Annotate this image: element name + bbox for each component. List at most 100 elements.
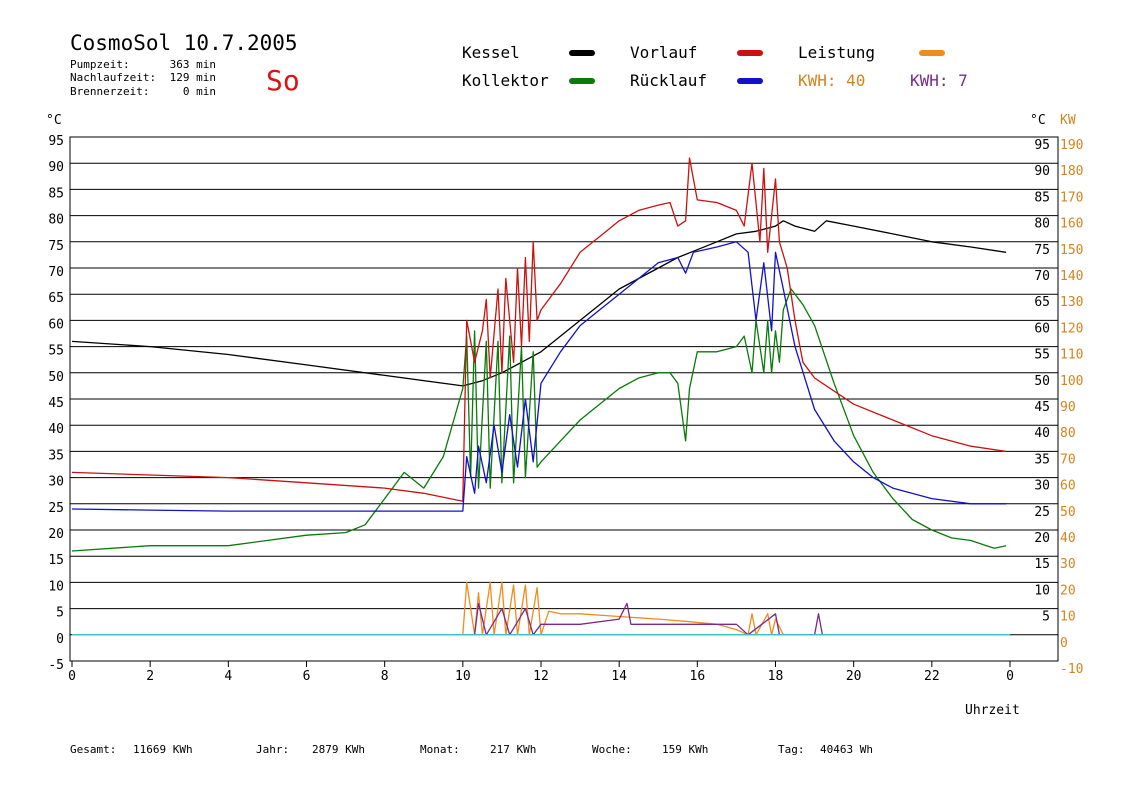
y-tick-label-left: 60 [48,317,64,332]
footer-gesamt-value: 11669 KWh [133,743,193,756]
y-tick-label-kw: 0 [1060,636,1068,651]
y-tick-label-left: 15 [48,553,64,568]
y-tick-label-right-c: 70 [1034,269,1050,284]
x-tick-label: 20 [846,669,862,684]
axis-ticks: 95908580757065605550454035302520151050-5… [48,134,1083,684]
y-tick-label-kw: 50 [1060,505,1076,520]
y-tick-label-kw: 160 [1060,217,1083,232]
x-axis-label: Uhrzeit [965,703,1020,718]
y-tick-label-kw: 70 [1060,452,1076,467]
y-tick-label-right-c: 65 [1034,295,1050,310]
stat-value-pumpzeit: 363 min [170,58,216,71]
x-tick-label: 6 [303,669,311,684]
y-tick-label-left: 80 [48,213,64,228]
series-line-leistung [462,581,784,636]
footer-monat-value: 217 KWh [490,743,536,756]
legend-label-leistung: Leistung [798,43,875,62]
y-tick-label-right-c: 40 [1034,426,1050,441]
y-tick-label-right-c: 75 [1034,243,1050,258]
y-axis-label-right-kw: KW [1060,113,1076,128]
x-tick-label: 14 [611,669,627,684]
legend-label-kessel: Kessel [462,43,520,62]
stat-value-brennerzeit: 0 min [183,85,216,98]
y-tick-label-right-c: 45 [1034,400,1050,415]
y-tick-label-kw: 90 [1060,400,1076,415]
y-tick-label-right-c: 80 [1034,217,1050,232]
legend: Kessel Kollektor Vorlauf Rücklauf Leistu… [462,43,968,90]
footer-woche-value: 159 KWh [662,743,708,756]
y-tick-label-kw: 80 [1060,426,1076,441]
footer-tag-value: 40463 Wh [820,743,873,756]
series-line-vorlauf [71,157,1007,502]
y-tick-label-left: 90 [48,160,64,175]
y-axis-label-left: °C [46,113,62,128]
y-tick-label-right-c: 25 [1034,505,1050,520]
y-tick-label-left: 10 [48,579,64,594]
series-layer [71,157,1010,636]
y-tick-label-left: 25 [48,501,64,516]
x-tick-label: 0 [1006,669,1014,684]
y-tick-label-right-c: 90 [1034,164,1050,179]
y-tick-label-right-c: 55 [1034,348,1050,363]
y-tick-label-left: 0 [56,632,64,647]
y-tick-label-left: 30 [48,475,64,490]
x-tick-label: 22 [924,669,940,684]
y-tick-label-right-c: 15 [1034,557,1050,572]
y-tick-label-kw: 170 [1060,190,1083,205]
legend-label-kollektor: Kollektor [462,71,549,90]
footer-gesamt-label: Gesamt: [70,743,116,756]
x-tick-label: 10 [455,669,471,684]
y-tick-label-kw: 40 [1060,531,1076,546]
y-tick-label-kw: 150 [1060,243,1083,258]
stat-value-nachlaufzeit: 129 min [170,71,216,84]
y-tick-label-left: 45 [48,396,64,411]
y-tick-label-right-c: 35 [1034,452,1050,467]
legend-label-vorlauf: Vorlauf [630,43,697,62]
y-tick-label-left: 50 [48,370,64,385]
y-tick-label-left: -5 [48,658,64,673]
stat-label-nachlaufzeit: Nachlaufzeit: [70,71,156,84]
x-tick-label: 0 [68,669,76,684]
stat-label-pumpzeit: Pumpzeit: [70,58,130,71]
series-line-ruecklauf [71,241,1007,512]
y-axis-label-right-c: °C [1030,113,1046,128]
y-tick-label-left: 35 [48,448,64,463]
y-tick-label-left: 5 [56,606,64,621]
y-tick-label-kw: 110 [1060,348,1083,363]
y-tick-label-left: 65 [48,291,64,306]
y-tick-label-right-c: 5 [1042,610,1050,625]
y-tick-label-left: 40 [48,422,64,437]
y-tick-label-kw: 30 [1060,557,1076,572]
grid [70,136,1058,636]
stat-label-brennerzeit: Brennerzeit: [70,85,149,98]
y-tick-label-kw: 20 [1060,583,1076,598]
footer-totals: Gesamt: 11669 KWh Jahr: 2879 KWh Monat: … [70,743,873,756]
y-tick-label-left: 75 [48,239,64,254]
y-tick-label-left: 85 [48,186,64,201]
y-tick-label-kw: 130 [1060,295,1083,310]
x-tick-label: 4 [224,669,232,684]
series-line-kessel [71,220,1007,387]
legend-label-kwh1: KWH: 40 [798,71,865,90]
x-tick-label: 18 [768,669,784,684]
x-tick-label: 12 [533,669,549,684]
y-tick-label-right-c: 60 [1034,321,1050,336]
footer-tag-label: Tag: [778,743,805,756]
y-tick-label-right-c: 10 [1034,583,1050,598]
legend-label-kwh2: KWH: 7 [910,71,968,90]
day-label: So [266,64,300,97]
footer-monat-label: Monat: [420,743,460,756]
y-tick-label-right-c: 20 [1034,531,1050,546]
y-tick-label-kw: 60 [1060,479,1076,494]
y-tick-label-right-c: 50 [1034,374,1050,389]
y-tick-label-kw: 120 [1060,321,1083,336]
chart-title: CosmoSol 10.7.2005 [70,31,298,55]
y-tick-label-kw: 100 [1060,374,1083,389]
stats-block: Pumpzeit: 363 min Nachlaufzeit: 129 min … [70,58,216,98]
footer-jahr-label: Jahr: [256,743,289,756]
y-tick-label-left: 55 [48,344,64,359]
y-tick-label-right-c: 30 [1034,479,1050,494]
legend-label-ruecklauf: Rücklauf [630,71,707,90]
series-line-kwh2 [462,602,824,636]
